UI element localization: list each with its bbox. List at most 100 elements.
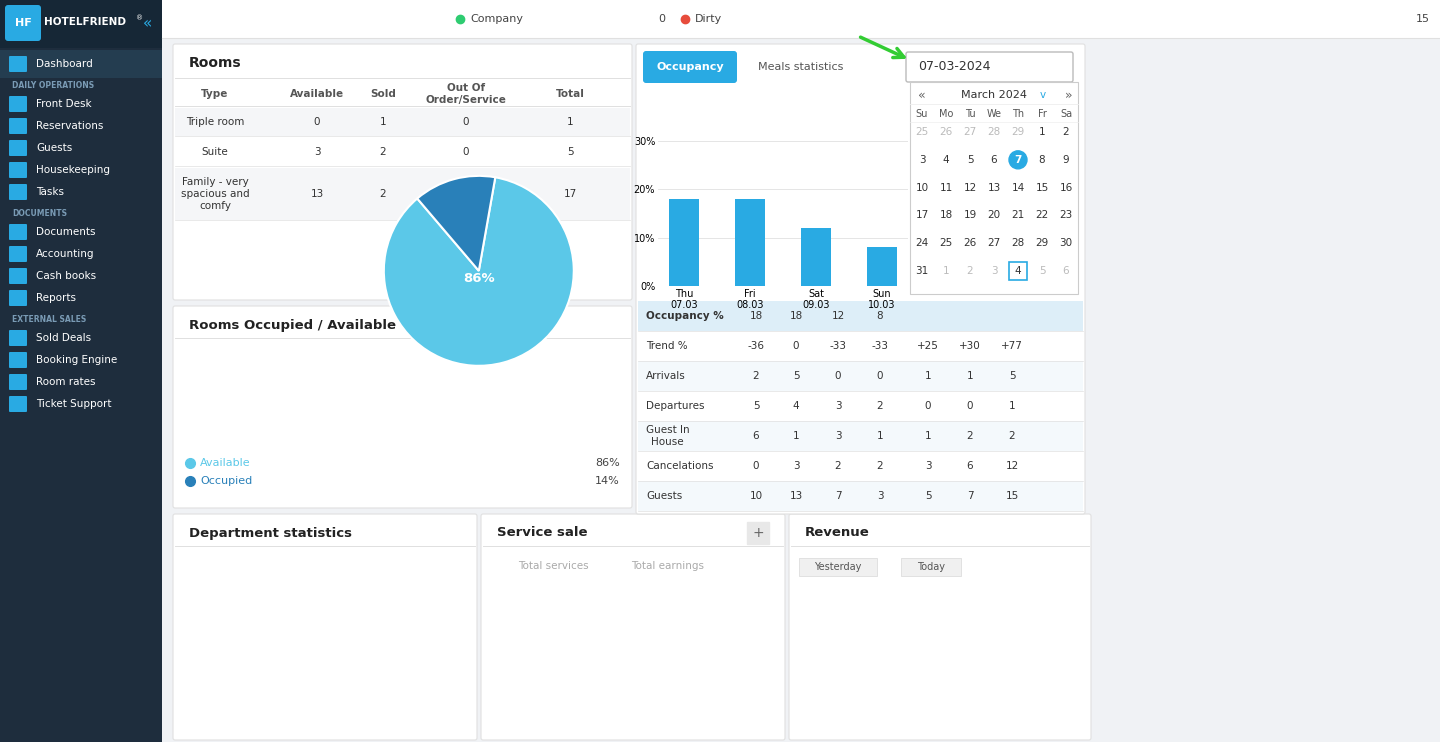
Text: 20: 20: [988, 211, 1001, 220]
Text: 2: 2: [753, 371, 759, 381]
Text: Company: Company: [469, 14, 523, 24]
Text: 0: 0: [658, 14, 665, 24]
Text: Department statistics: Department statistics: [189, 527, 351, 539]
Text: Reservations: Reservations: [36, 121, 104, 131]
Text: 2: 2: [1063, 127, 1070, 137]
Text: 1: 1: [1008, 401, 1015, 411]
Text: Meals statistics: Meals statistics: [757, 62, 844, 72]
FancyBboxPatch shape: [901, 558, 960, 576]
Text: 7: 7: [835, 491, 841, 501]
Text: 6: 6: [1063, 266, 1070, 276]
Text: Housekeeping: Housekeeping: [36, 165, 109, 175]
Text: Sold: Sold: [370, 89, 396, 99]
FancyBboxPatch shape: [799, 558, 877, 576]
Text: 3: 3: [924, 461, 932, 471]
FancyBboxPatch shape: [9, 140, 27, 156]
Text: +77: +77: [1001, 341, 1022, 351]
Text: 29: 29: [1011, 127, 1025, 137]
Text: 8: 8: [1038, 155, 1045, 165]
Text: Fr: Fr: [1038, 109, 1047, 119]
Text: March 2024: March 2024: [960, 90, 1027, 100]
Text: HOTELFRIEND: HOTELFRIEND: [45, 17, 127, 27]
Text: 3: 3: [314, 147, 320, 157]
FancyBboxPatch shape: [638, 421, 1083, 451]
Text: -33: -33: [871, 341, 888, 351]
Text: DAILY OPERATIONS: DAILY OPERATIONS: [12, 82, 94, 91]
FancyBboxPatch shape: [638, 481, 1083, 511]
Text: Booking Engine: Booking Engine: [36, 355, 117, 365]
Text: 18: 18: [939, 211, 953, 220]
FancyBboxPatch shape: [906, 52, 1073, 82]
Text: 0: 0: [314, 117, 320, 127]
FancyBboxPatch shape: [644, 51, 737, 83]
Text: 26: 26: [963, 238, 976, 249]
Text: Front Desk: Front Desk: [36, 99, 92, 109]
FancyBboxPatch shape: [9, 396, 27, 412]
Text: 86%: 86%: [595, 458, 621, 468]
Text: Trend %: Trend %: [647, 341, 688, 351]
Text: 16: 16: [1060, 183, 1073, 193]
Text: 15: 15: [1005, 491, 1018, 501]
FancyBboxPatch shape: [161, 0, 1440, 38]
Text: 2: 2: [1008, 431, 1015, 441]
Text: Yesterday: Yesterday: [814, 562, 861, 572]
Text: 3: 3: [835, 401, 841, 411]
Text: Available: Available: [200, 458, 251, 468]
Text: Out Of
Order/Service: Out Of Order/Service: [426, 83, 507, 105]
Text: 0: 0: [793, 341, 799, 351]
Text: Reports: Reports: [36, 293, 76, 303]
FancyBboxPatch shape: [173, 44, 632, 300]
Text: -33: -33: [829, 341, 847, 351]
Text: +25: +25: [917, 341, 939, 351]
Text: 22: 22: [1035, 211, 1048, 220]
Text: 6: 6: [753, 431, 759, 441]
FancyBboxPatch shape: [9, 224, 27, 240]
FancyBboxPatch shape: [910, 82, 1079, 294]
Text: 1: 1: [966, 371, 973, 381]
Text: 26: 26: [939, 127, 953, 137]
Text: Th: Th: [1012, 109, 1024, 119]
Bar: [670, 199, 698, 286]
Text: 29: 29: [1035, 238, 1048, 249]
FancyBboxPatch shape: [638, 391, 1083, 421]
Text: Room rates: Room rates: [36, 377, 95, 387]
Text: 2: 2: [380, 189, 386, 199]
Text: 13: 13: [311, 189, 324, 199]
Text: 5: 5: [792, 371, 799, 381]
Text: 4: 4: [1015, 266, 1021, 276]
Text: +: +: [752, 526, 763, 540]
Text: Tasks: Tasks: [36, 187, 63, 197]
FancyBboxPatch shape: [0, 50, 161, 78]
Text: 1: 1: [943, 266, 949, 276]
Text: 15: 15: [1416, 14, 1430, 24]
FancyBboxPatch shape: [638, 331, 1083, 361]
Text: Triple room: Triple room: [186, 117, 245, 127]
Text: 4: 4: [943, 155, 949, 165]
Text: 12: 12: [963, 183, 976, 193]
Text: 14: 14: [1011, 183, 1025, 193]
Text: Available: Available: [289, 89, 344, 99]
Text: 5: 5: [567, 147, 573, 157]
FancyBboxPatch shape: [176, 138, 631, 166]
FancyBboxPatch shape: [638, 301, 1083, 331]
Text: Dashboard: Dashboard: [36, 59, 92, 69]
Text: Departures: Departures: [647, 401, 704, 411]
Text: 14%: 14%: [595, 476, 621, 486]
FancyBboxPatch shape: [9, 56, 27, 72]
Text: 27: 27: [963, 127, 976, 137]
Text: 1: 1: [567, 117, 573, 127]
Bar: [867, 247, 897, 286]
Text: Rooms: Rooms: [189, 56, 242, 70]
Text: 7: 7: [1014, 155, 1022, 165]
Text: 31: 31: [916, 266, 929, 276]
FancyBboxPatch shape: [481, 514, 785, 740]
FancyBboxPatch shape: [9, 374, 27, 390]
Text: Su: Su: [916, 109, 929, 119]
Text: 25: 25: [916, 127, 929, 137]
FancyBboxPatch shape: [9, 184, 27, 200]
Text: 8: 8: [877, 311, 883, 321]
Text: Suite: Suite: [202, 147, 229, 157]
Text: v: v: [1040, 90, 1045, 100]
Text: -36: -36: [747, 341, 765, 351]
Text: 5: 5: [1008, 371, 1015, 381]
